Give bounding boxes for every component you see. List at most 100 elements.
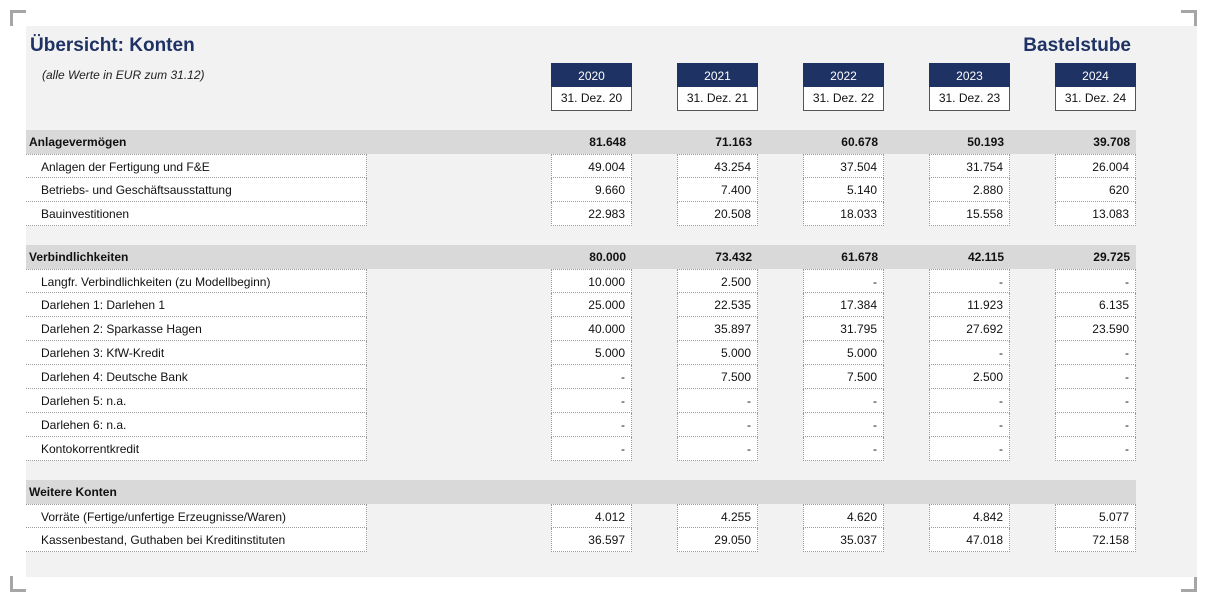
value-cell[interactable]: 4.842 bbox=[929, 504, 1010, 528]
section-total[interactable]: 80.000 bbox=[589, 250, 626, 264]
value-cell[interactable]: - bbox=[1055, 413, 1136, 437]
value-cell[interactable]: - bbox=[929, 437, 1010, 461]
value-cell[interactable]: - bbox=[929, 341, 1010, 365]
value-cell[interactable]: 2.880 bbox=[929, 178, 1010, 202]
column-date: 31. Dez. 21 bbox=[677, 87, 758, 111]
value-cell[interactable]: 4.255 bbox=[677, 504, 758, 528]
value-cell[interactable]: - bbox=[551, 437, 632, 461]
value-cell[interactable]: 40.000 bbox=[551, 317, 632, 341]
section-total[interactable]: 61.678 bbox=[841, 250, 878, 264]
value-cell[interactable]: - bbox=[1055, 365, 1136, 389]
value-cell[interactable]: - bbox=[1055, 269, 1136, 293]
value-cell[interactable]: 2.500 bbox=[677, 269, 758, 293]
value-cell[interactable]: 13.083 bbox=[1055, 202, 1136, 226]
value-cell[interactable]: 29.050 bbox=[677, 528, 758, 552]
row-label: Anlagen der Fertigung und F&E bbox=[26, 154, 367, 178]
row-label: Bauinvestitionen bbox=[26, 202, 367, 226]
value-cell[interactable]: - bbox=[929, 413, 1010, 437]
section-total[interactable]: 50.193 bbox=[967, 135, 1004, 149]
value-cell[interactable]: 35.037 bbox=[803, 528, 884, 552]
value-cell[interactable]: 4.012 bbox=[551, 504, 632, 528]
value-cell[interactable]: - bbox=[803, 389, 884, 413]
section-label: Weitere Konten bbox=[29, 485, 117, 499]
value-cell[interactable]: 15.558 bbox=[929, 202, 1010, 226]
frame-corner-top-right bbox=[1181, 10, 1197, 26]
value-cell[interactable]: 23.590 bbox=[1055, 317, 1136, 341]
value-cell[interactable]: 6.135 bbox=[1055, 293, 1136, 317]
value-cell[interactable]: - bbox=[677, 413, 758, 437]
value-cell[interactable]: 27.692 bbox=[929, 317, 1010, 341]
column-date: 31. Dez. 22 bbox=[803, 87, 884, 111]
value-cell[interactable]: 72.158 bbox=[1055, 528, 1136, 552]
row-label: Darlehen 6: n.a. bbox=[26, 413, 367, 437]
value-cell[interactable]: 18.033 bbox=[803, 202, 884, 226]
row-label: Darlehen 1: Darlehen 1 bbox=[26, 293, 367, 317]
value-cell[interactable]: 37.504 bbox=[803, 154, 884, 178]
section-total[interactable]: 42.115 bbox=[967, 250, 1004, 264]
section-header-bar bbox=[26, 480, 1136, 504]
row-label: Darlehen 5: n.a. bbox=[26, 389, 367, 413]
column-date: 31. Dez. 20 bbox=[551, 87, 632, 111]
value-cell[interactable]: 35.897 bbox=[677, 317, 758, 341]
section-label: Anlagevermögen bbox=[29, 135, 127, 149]
value-cell[interactable]: - bbox=[929, 269, 1010, 293]
value-cell[interactable]: 43.254 bbox=[677, 154, 758, 178]
value-cell[interactable]: - bbox=[677, 437, 758, 461]
section-total[interactable]: 73.432 bbox=[715, 250, 752, 264]
value-cell[interactable]: 7.500 bbox=[803, 365, 884, 389]
section-label: Verbindlichkeiten bbox=[29, 250, 129, 264]
value-cell[interactable]: - bbox=[803, 269, 884, 293]
value-cell[interactable]: 31.754 bbox=[929, 154, 1010, 178]
row-label: Darlehen 3: KfW-Kredit bbox=[26, 341, 367, 365]
value-cell[interactable]: 9.660 bbox=[551, 178, 632, 202]
value-cell[interactable]: 2.500 bbox=[929, 365, 1010, 389]
value-cell[interactable]: 5.000 bbox=[677, 341, 758, 365]
value-cell[interactable]: - bbox=[1055, 341, 1136, 365]
value-cell[interactable]: - bbox=[551, 365, 632, 389]
column-date: 31. Dez. 23 bbox=[929, 87, 1010, 111]
value-cell[interactable]: 22.983 bbox=[551, 202, 632, 226]
value-cell[interactable]: 36.597 bbox=[551, 528, 632, 552]
value-cell[interactable]: 4.620 bbox=[803, 504, 884, 528]
value-cell[interactable]: 5.140 bbox=[803, 178, 884, 202]
row-label: Betriebs- und Geschäftsausstattung bbox=[26, 178, 367, 202]
value-cell[interactable]: - bbox=[803, 413, 884, 437]
column-header-2022: 2022 31. Dez. 22 bbox=[803, 63, 884, 111]
value-cell[interactable]: 620 bbox=[1055, 178, 1136, 202]
column-header-2021: 2021 31. Dez. 21 bbox=[677, 63, 758, 111]
section-total[interactable]: 60.678 bbox=[841, 135, 878, 149]
value-cell[interactable]: 47.018 bbox=[929, 528, 1010, 552]
value-cell[interactable]: - bbox=[551, 413, 632, 437]
value-cell[interactable]: - bbox=[929, 389, 1010, 413]
section-total[interactable]: 39.708 bbox=[1093, 135, 1130, 149]
value-cell[interactable]: - bbox=[551, 389, 632, 413]
frame-corner-top-left bbox=[10, 10, 26, 26]
value-cell[interactable]: 7.400 bbox=[677, 178, 758, 202]
row-label: Darlehen 4: Deutsche Bank bbox=[26, 365, 367, 389]
value-cell[interactable]: - bbox=[803, 437, 884, 461]
value-cell[interactable]: 17.384 bbox=[803, 293, 884, 317]
company-name: Bastelstube bbox=[1023, 35, 1131, 56]
value-cell[interactable]: - bbox=[1055, 437, 1136, 461]
value-cell[interactable]: 26.004 bbox=[1055, 154, 1136, 178]
value-cell[interactable]: 11.923 bbox=[929, 293, 1010, 317]
value-cell[interactable]: 5.000 bbox=[551, 341, 632, 365]
value-cell[interactable]: 7.500 bbox=[677, 365, 758, 389]
column-year: 2021 bbox=[677, 63, 758, 87]
value-cell[interactable]: 22.535 bbox=[677, 293, 758, 317]
value-cell[interactable]: 5.077 bbox=[1055, 504, 1136, 528]
row-label: Langfr. Verbindlichkeiten (zu Modellbegi… bbox=[26, 269, 367, 293]
value-cell[interactable]: 5.000 bbox=[803, 341, 884, 365]
section-total[interactable]: 71.163 bbox=[715, 135, 752, 149]
value-cell[interactable]: 49.004 bbox=[551, 154, 632, 178]
frame-corner-bottom-right bbox=[1181, 576, 1197, 592]
value-cell[interactable]: 10.000 bbox=[551, 269, 632, 293]
section-total[interactable]: 81.648 bbox=[589, 135, 626, 149]
value-cell[interactable]: - bbox=[1055, 389, 1136, 413]
value-cell[interactable]: 20.508 bbox=[677, 202, 758, 226]
value-cell[interactable]: - bbox=[677, 389, 758, 413]
value-cell[interactable]: 31.795 bbox=[803, 317, 884, 341]
column-year: 2024 bbox=[1055, 63, 1136, 87]
section-total[interactable]: 29.725 bbox=[1093, 250, 1130, 264]
value-cell[interactable]: 25.000 bbox=[551, 293, 632, 317]
